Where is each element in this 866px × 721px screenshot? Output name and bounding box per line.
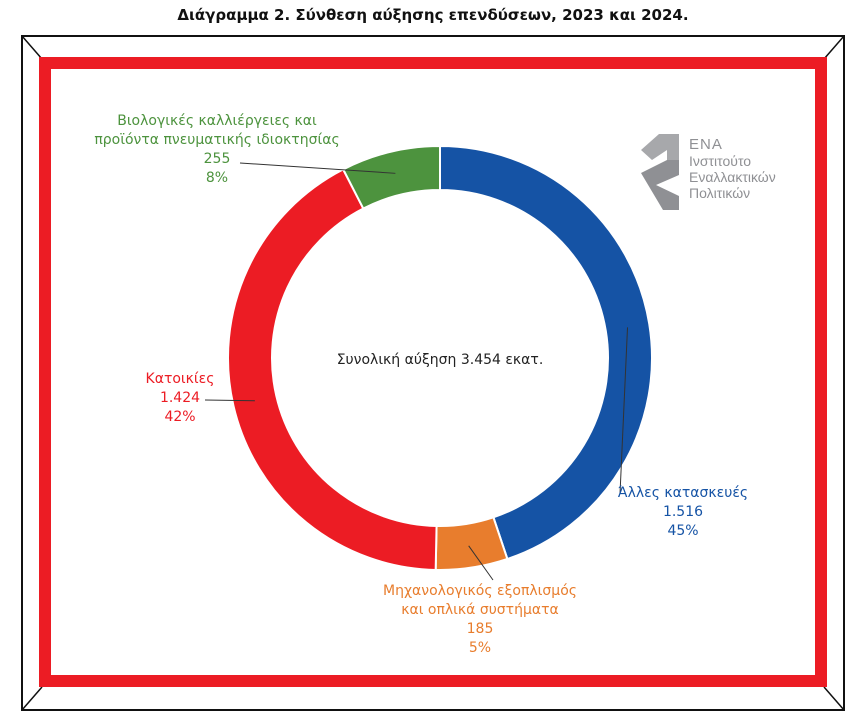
leader-line <box>204 399 255 402</box>
slice-machinery <box>434 516 509 571</box>
logo-brand: ΕΝΑ <box>689 136 723 153</box>
slice-label-housing: Κατοικίες 1.424 42% <box>105 370 255 427</box>
slice-name: Μηχανολογικός εξοπλισμός <box>383 583 577 599</box>
slice-name: Κατοικίες <box>145 371 215 387</box>
slice-other-construction <box>439 144 653 561</box>
slice-name: Άλλες κατασκευές <box>617 485 749 501</box>
logo-line: Εναλλακτικών <box>689 169 776 185</box>
slice-value: 1.516 <box>662 504 704 520</box>
logo-line: Πολιτικών <box>689 185 751 201</box>
logo-icon <box>641 134 679 210</box>
slice-value: 1.424 <box>159 390 201 406</box>
chart-title: Διάγραμμα 2. Σύνθεση αύξησης επενδύσεων,… <box>177 6 689 24</box>
slice-percent: 42% <box>164 409 196 425</box>
leader-line <box>239 162 396 174</box>
logo-text: ΕΝΑ Ινστιτούτο Εναλλακτικών Πολιτικών <box>689 136 776 202</box>
slice-value: 185 <box>466 621 494 637</box>
slice-label-other-construction: Άλλες κατασκευές 1.516 45% <box>603 484 763 541</box>
leader-lines <box>204 162 629 581</box>
slice-housing <box>227 168 438 571</box>
leader-line <box>619 327 629 495</box>
slice-name: προϊόντα πνευματικής ιδιοκτησίας <box>94 132 340 148</box>
slice-label-biological: Βιολογικές καλλιέργειες και προϊόντα πνε… <box>62 112 372 188</box>
slice-value: 255 <box>203 151 231 167</box>
slice-name: και οπλικά συστήματα <box>401 602 559 618</box>
leader-line <box>468 545 494 581</box>
slice-name: Βιολογικές καλλιέργειες και <box>117 113 317 129</box>
donut-center-label: Συνολική αύξηση 3.454 εκατ. <box>336 352 544 368</box>
logo-line: Ινστιτούτο <box>689 153 752 169</box>
slice-percent: 45% <box>667 523 699 539</box>
donut-chart <box>227 144 653 571</box>
slice-percent: 5% <box>468 640 492 656</box>
slice-label-machinery: Μηχανολογικός εξοπλισμός και οπλικά συστ… <box>352 582 608 658</box>
slice-percent: 8% <box>205 170 229 186</box>
slice-biological <box>341 144 441 210</box>
